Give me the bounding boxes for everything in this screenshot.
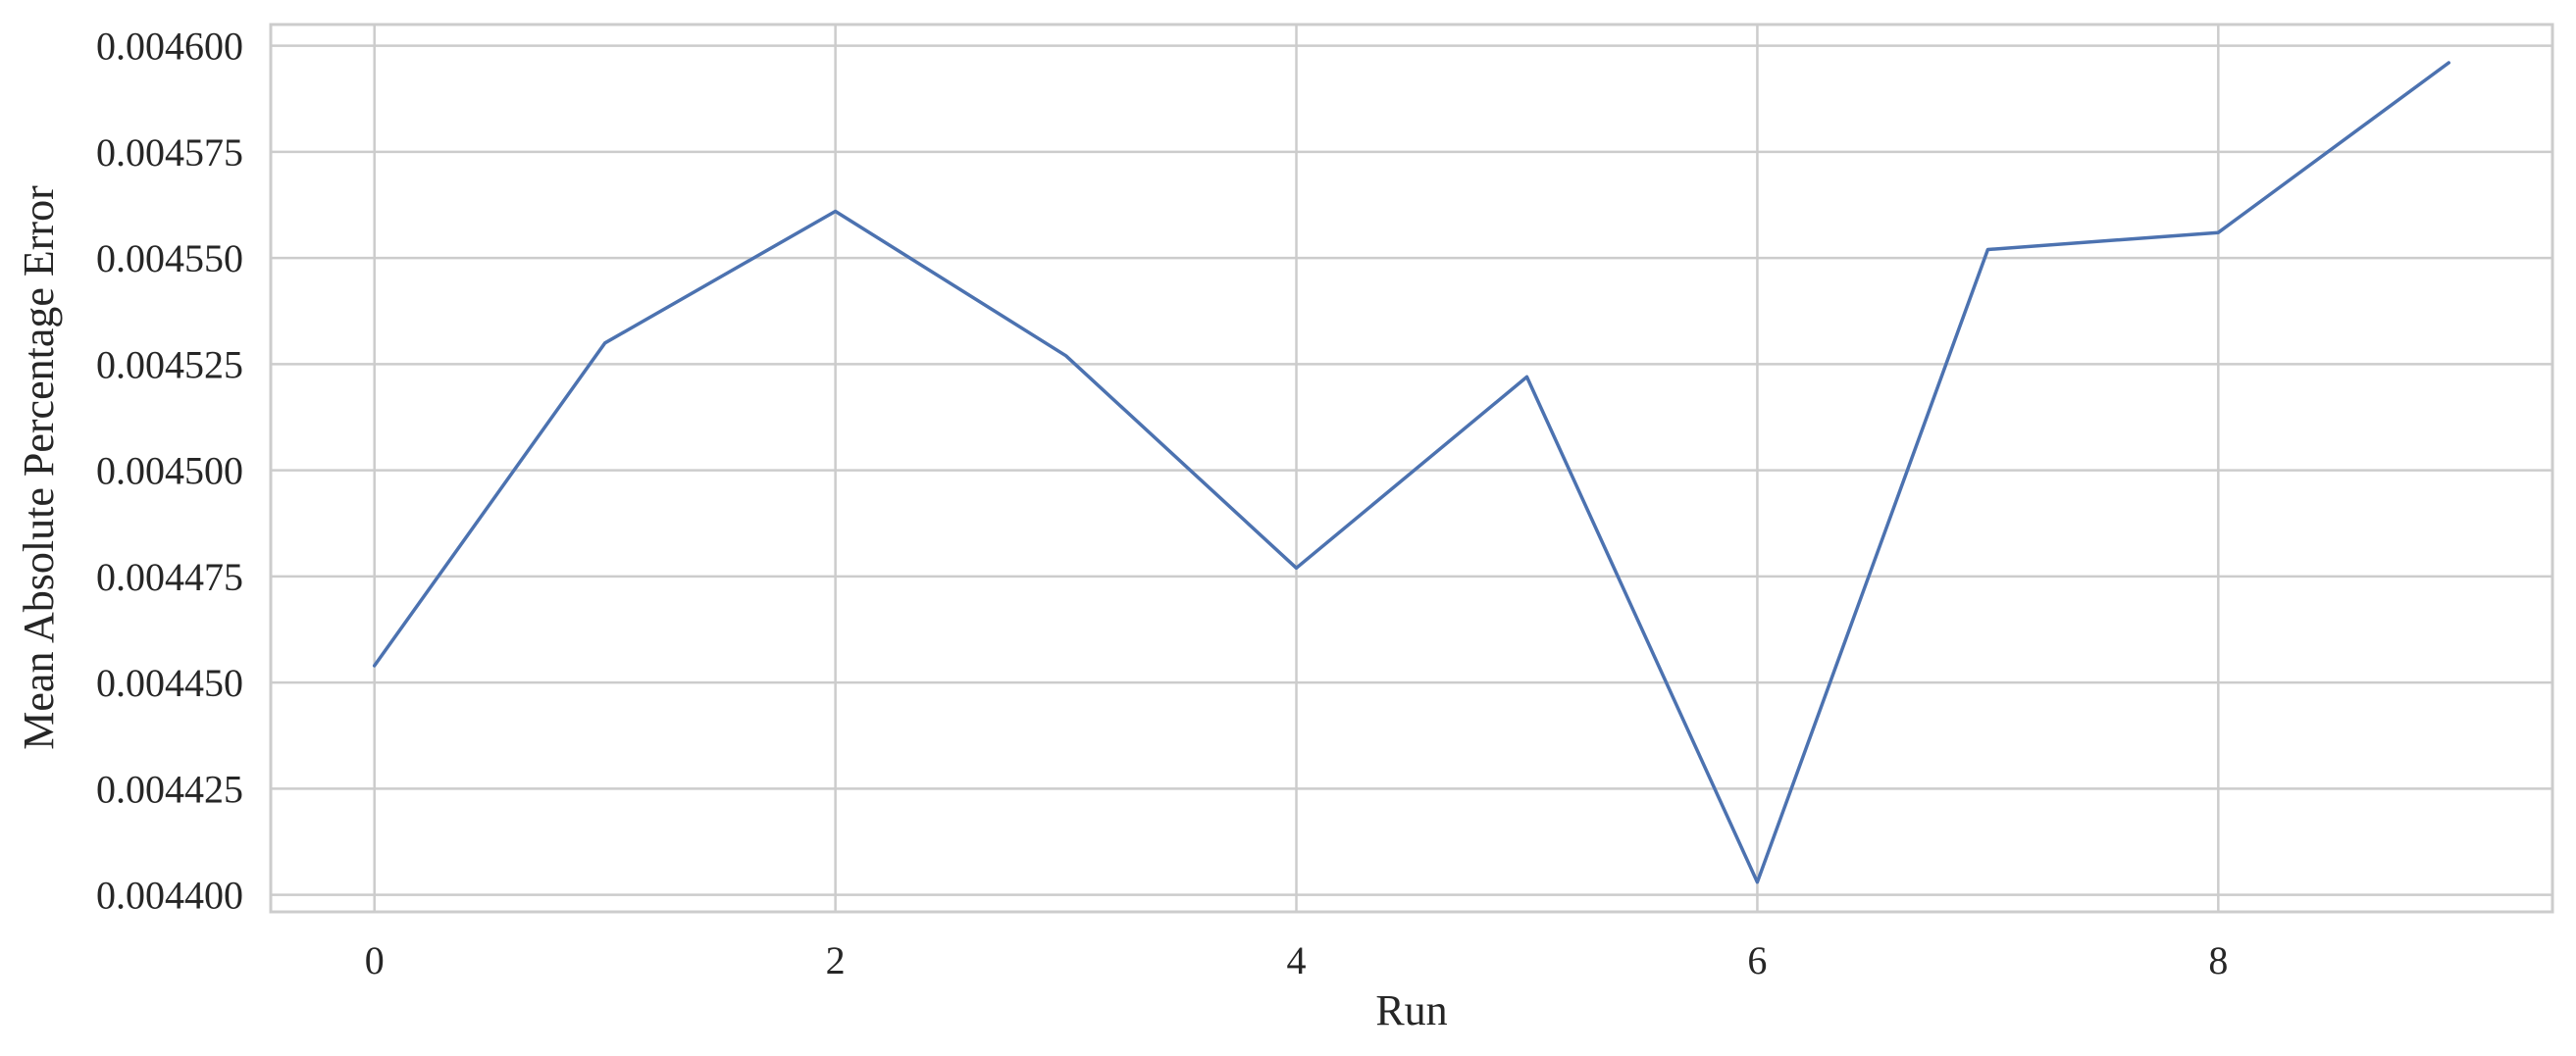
plot-frame [269, 23, 2554, 914]
y-tick-label: 0.004550 [96, 236, 243, 280]
x-tick-label: 8 [2208, 938, 2228, 982]
series-line-0 [372, 61, 2451, 884]
y-tick-label: 0.004450 [96, 661, 243, 705]
y-tick-label: 0.004475 [96, 555, 243, 599]
y-tick-label: 0.004525 [96, 342, 243, 386]
x-tick-label: 0 [365, 938, 385, 982]
x-axis-ticks: 0 2 4 6 8 [365, 938, 2229, 982]
y-tick-label: 0.004575 [96, 130, 243, 175]
x-tick-label: 6 [1747, 938, 1767, 982]
y-axis-ticks: 0.004400 0.004425 0.004450 0.004475 0.004500… [96, 25, 243, 918]
x-tick-label: 2 [826, 938, 846, 982]
grid-lines [271, 25, 2552, 912]
series-layer [372, 61, 2451, 884]
y-tick-label: 0.004600 [96, 25, 243, 69]
x-axis-title: Run [1375, 986, 1447, 1034]
x-tick-label: 4 [1287, 938, 1307, 982]
y-tick-label: 0.004425 [96, 767, 243, 811]
y-axis-title: Mean Absolute Percentage Error [15, 185, 63, 750]
y-tick-label: 0.004500 [96, 449, 243, 493]
y-tick-label: 0.004400 [96, 874, 243, 918]
